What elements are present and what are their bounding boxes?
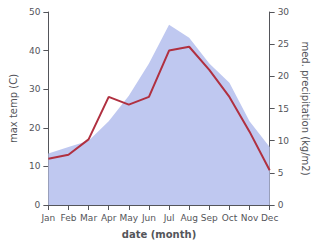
svg-text:10: 10 <box>278 136 290 146</box>
svg-text:20: 20 <box>29 123 41 133</box>
svg-text:25: 25 <box>278 39 289 49</box>
svg-text:Feb: Feb <box>61 213 77 223</box>
svg-text:40: 40 <box>29 46 41 56</box>
svg-text:Oct: Oct <box>222 213 238 223</box>
svg-text:Dec: Dec <box>261 213 278 223</box>
svg-text:Nov: Nov <box>241 213 259 223</box>
svg-text:10: 10 <box>29 161 41 171</box>
svg-text:Sep: Sep <box>201 213 218 223</box>
svg-text:Jan: Jan <box>40 213 55 223</box>
svg-text:Jun: Jun <box>141 213 156 223</box>
svg-text:Aug: Aug <box>180 213 198 223</box>
svg-text:0: 0 <box>278 200 284 210</box>
svg-text:5: 5 <box>278 168 284 178</box>
svg-text:15: 15 <box>278 104 289 114</box>
svg-text:20: 20 <box>278 71 290 81</box>
svg-text:Apr: Apr <box>101 213 117 223</box>
svg-text:0: 0 <box>35 200 41 210</box>
svg-text:med. precipitation (kg/m2): med. precipitation (kg/m2) <box>300 41 311 175</box>
svg-text:max temp (C): max temp (C) <box>8 74 19 143</box>
svg-text:Jul: Jul <box>163 213 175 223</box>
svg-text:30: 30 <box>278 7 290 17</box>
svg-text:date (month): date (month) <box>122 229 196 240</box>
svg-text:Mar: Mar <box>80 213 97 223</box>
svg-text:May: May <box>120 213 139 223</box>
svg-text:30: 30 <box>29 84 41 94</box>
svg-text:50: 50 <box>29 7 41 17</box>
